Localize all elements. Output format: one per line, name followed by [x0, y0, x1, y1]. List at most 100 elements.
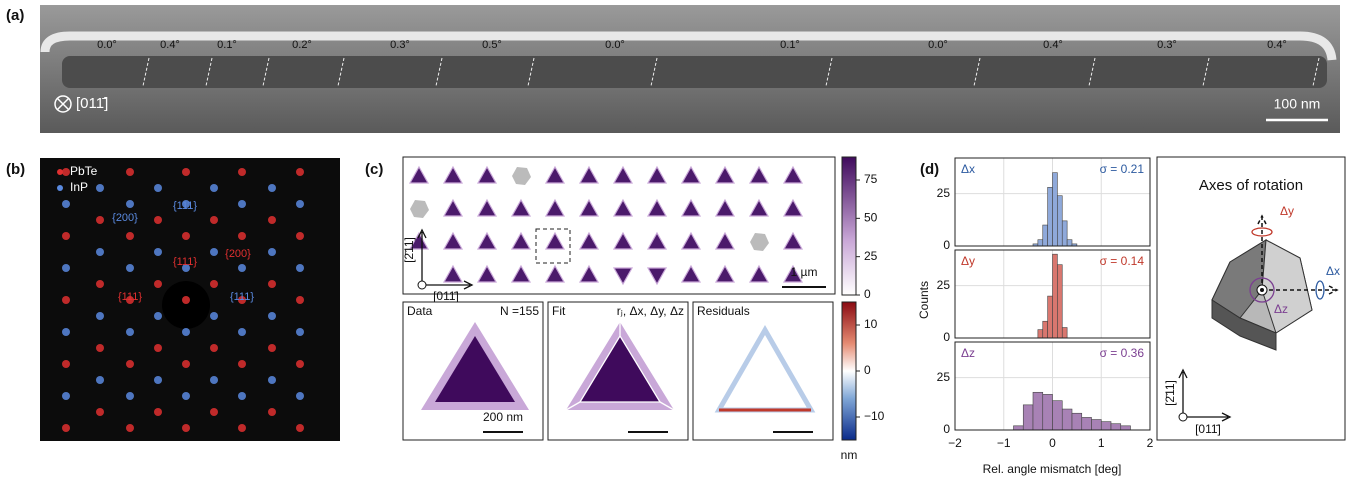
y-tick-label: 0 [943, 330, 950, 344]
x-tick-label: 0 [1049, 436, 1056, 450]
colorbar-label: 0 [864, 287, 871, 301]
inset-note: N =155 [500, 304, 539, 318]
axis-origin [418, 281, 426, 289]
histogram-bar [1033, 392, 1043, 430]
spot [296, 392, 304, 400]
direction: [011̄] [76, 95, 108, 112]
histogram-bar [1072, 413, 1082, 430]
spot [126, 328, 134, 336]
spot [268, 248, 276, 256]
histogram-bar [1053, 173, 1058, 246]
histogram-bar [1111, 424, 1121, 430]
spot [182, 392, 190, 400]
histogram-bar [1062, 221, 1067, 246]
spot [154, 248, 162, 256]
spot [238, 168, 246, 176]
crystal [62, 56, 1327, 88]
axis-name: Δx [1326, 264, 1340, 278]
spot [268, 408, 276, 416]
spot [296, 232, 304, 240]
reflection: {200} [225, 248, 251, 260]
angle-label: 0.4° [160, 39, 180, 51]
legend-marker [57, 169, 63, 175]
histogram-bar [1101, 422, 1111, 430]
series-name: Δz [961, 346, 975, 360]
histogram-bar [1043, 394, 1053, 430]
scale-label: 100 nm [1274, 96, 1321, 112]
y-tick-label: 0 [943, 238, 950, 252]
axis-label: [011̄] [433, 289, 459, 303]
histogram-bar [1048, 187, 1053, 246]
spot [296, 168, 304, 176]
spot [182, 328, 190, 336]
beam-stop [162, 281, 210, 329]
legend-label: InP [70, 180, 88, 194]
spot [62, 392, 70, 400]
spot [238, 232, 246, 240]
inset-frame [693, 302, 833, 440]
angle-label: 0.4° [1043, 39, 1063, 51]
spot [154, 376, 162, 384]
reflection: {111} [118, 291, 142, 303]
spot [96, 216, 104, 224]
series-name: Δx [961, 162, 975, 176]
histogram-bar [1023, 405, 1033, 430]
x-tick-label: −1 [997, 436, 1011, 450]
histogram-bar [1048, 296, 1053, 338]
spot [62, 296, 70, 304]
angle-label: 0.3° [390, 39, 410, 51]
angle-label: 0.0° [928, 39, 948, 51]
y-tick-label: 25 [937, 370, 951, 384]
spot [238, 264, 246, 272]
spot [296, 328, 304, 336]
histogram-bar [1062, 409, 1072, 430]
histogram-bar [1014, 426, 1024, 430]
spot [182, 360, 190, 368]
spot [210, 280, 218, 288]
spot [182, 424, 190, 432]
x-tick-label: 2 [1147, 436, 1154, 450]
spot [62, 168, 70, 176]
histogram-bar [1038, 240, 1043, 246]
legend-label: PbTe [70, 164, 98, 178]
reflection: {111} [173, 200, 197, 212]
colorbar-label: 25 [864, 249, 878, 263]
histogram-bar [1057, 196, 1062, 246]
spot [238, 392, 246, 400]
spot [62, 232, 70, 240]
spot [126, 360, 134, 368]
angle-label: 0.2° [292, 39, 312, 51]
axis-label: [011̄] [1195, 422, 1221, 436]
legend-marker [57, 185, 63, 191]
spot [182, 296, 190, 304]
colorbar [842, 302, 856, 440]
spot [268, 184, 276, 192]
colorbar-label: 10 [864, 317, 878, 331]
panel-label: (b) [6, 161, 25, 178]
figure: (a) [011̄] 100 nm (b) PbTe InP {200} {11… [0, 0, 1353, 485]
axis-label: [2̄11] [402, 237, 416, 263]
spot [126, 168, 134, 176]
angle-label: 0.1° [217, 39, 237, 51]
histogram-bar [1121, 426, 1131, 430]
spot [62, 264, 70, 272]
spot [62, 328, 70, 336]
x-tick-label: −2 [948, 436, 962, 450]
angle-label: 0.3° [1157, 39, 1177, 51]
spot [96, 312, 104, 320]
spot [62, 200, 70, 208]
spot [296, 296, 304, 304]
inset-note: rⱼ, Δx, Δy, Δz [617, 304, 684, 318]
inset-title: Data [407, 304, 433, 318]
y-axis-label: Counts [917, 281, 931, 319]
angle-label: 0.5° [482, 39, 502, 51]
spot [268, 216, 276, 224]
spot [210, 344, 218, 352]
spot [154, 184, 162, 192]
colorbar-label: 75 [864, 172, 878, 186]
histogram-bar [1053, 254, 1058, 338]
axis-label: [2̄11] [1163, 380, 1177, 406]
sigma: σ = 0.21 [1100, 162, 1145, 176]
panel-label: (d) [920, 161, 939, 178]
axis-origin [1179, 413, 1187, 421]
